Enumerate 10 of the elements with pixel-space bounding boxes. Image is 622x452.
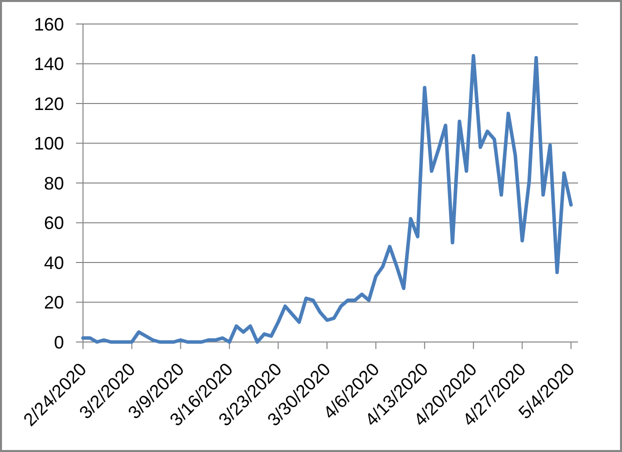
y-tick-label: 40 bbox=[44, 252, 64, 273]
y-tick-label: 0 bbox=[54, 332, 64, 352]
line-series bbox=[81, 54, 573, 344]
y-tick-label: 100 bbox=[34, 134, 64, 154]
y-tick-label: 120 bbox=[34, 94, 64, 114]
y-tick-label: 160 bbox=[34, 14, 64, 34]
y-tick-label: 20 bbox=[44, 292, 64, 313]
y-tick-label: 140 bbox=[34, 54, 64, 74]
y-tick-label: 60 bbox=[44, 213, 64, 234]
y-tick-label: 80 bbox=[44, 173, 64, 194]
